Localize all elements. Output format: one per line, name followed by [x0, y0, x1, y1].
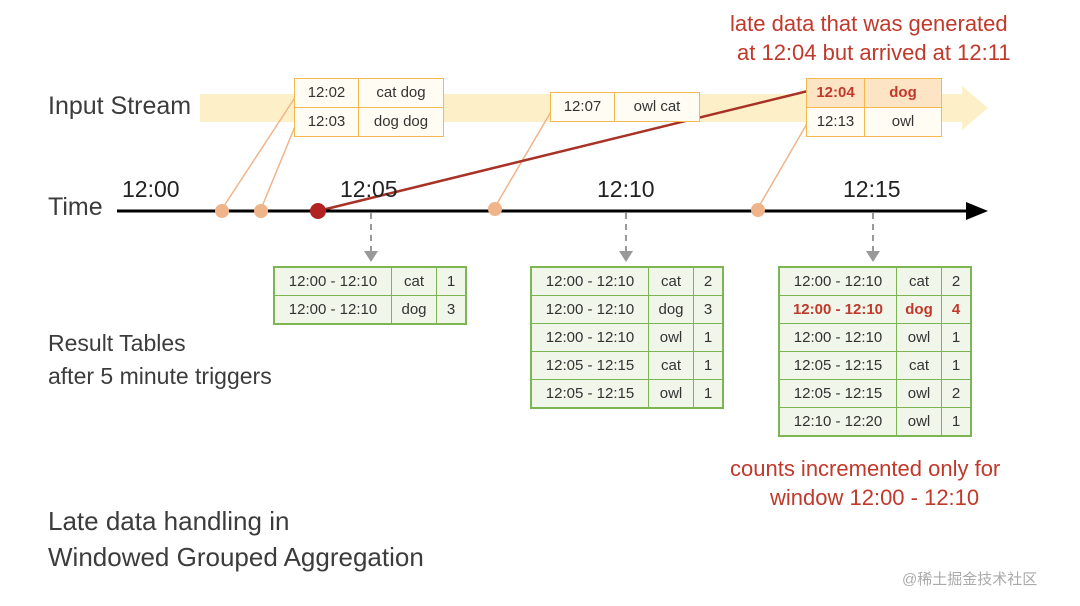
event-dot: [254, 204, 268, 218]
event-dot: [215, 204, 229, 218]
connector-line: [221, 95, 297, 210]
table-row: 12:00 - 12:10 cat 1: [273, 266, 467, 296]
word-cell: cat: [648, 266, 694, 296]
trigger-arrow: [364, 213, 378, 262]
late-data-note-line1: late data that was generated: [730, 11, 1008, 36]
event-words: owl: [891, 113, 915, 130]
late-event-words: dog: [865, 79, 941, 108]
count-cell: 1: [693, 351, 724, 380]
table-row: 12:00 - 12:10 owl 1: [530, 323, 724, 352]
table-row: 12:05 - 12:15 owl 1: [530, 379, 724, 409]
window-cell: 12:00 - 12:10: [273, 266, 392, 296]
input-event-box: 12:02 cat dog 12:03 dog dog: [294, 78, 444, 137]
watermark: @稀土掘金技术社区: [902, 571, 1038, 588]
result-table: 12:00 - 12:10 cat 2 12:00 - 12:10 dog 4 …: [778, 266, 972, 437]
word-cell: cat: [896, 266, 942, 296]
input-stream-label: Input Stream: [48, 92, 192, 120]
late-event-dot: [310, 203, 326, 219]
window-cell: 12:00 - 12:10: [778, 266, 897, 296]
window-cell: 12:05 - 12:15: [778, 379, 897, 408]
trigger-arrow: [866, 213, 880, 262]
tick-label: 12:05: [340, 176, 398, 202]
count-cell: 1: [693, 323, 724, 352]
word-cell: dog: [896, 295, 942, 324]
counts-note-line2: window 12:00 - 12:10: [770, 485, 980, 510]
window-cell: 12:00 - 12:10: [530, 295, 649, 324]
count-cell: 1: [693, 379, 724, 409]
table-row: 12:00 - 12:10 dog 3: [530, 295, 724, 324]
window-cell: 12:00 - 12:10: [530, 323, 649, 352]
input-event-box: 12:04 dog 12:13 owl: [806, 78, 942, 137]
connector-line: [757, 121, 809, 209]
window-cell: 12:05 - 12:15: [530, 379, 649, 409]
diagram-title-line1: Late data handling in: [48, 506, 290, 536]
result-table: 12:00 - 12:10 cat 1 12:00 - 12:10 dog 3: [273, 266, 467, 325]
word-cell: dog: [648, 295, 694, 324]
count-cell: 1: [436, 266, 467, 296]
table-row: 12:05 - 12:15 cat 1: [778, 351, 972, 380]
count-cell: 4: [941, 295, 972, 324]
trigger-arrow: [619, 213, 633, 262]
table-row: 12:00 - 12:10 dog 3: [273, 295, 467, 325]
window-cell: 12:00 - 12:10: [530, 266, 649, 296]
event-time: 12:02: [295, 79, 359, 108]
input-event-box: 12:07 owl cat: [550, 92, 700, 122]
tick-label: 12:10: [597, 176, 655, 202]
word-cell: owl: [648, 379, 694, 409]
word-cell: owl: [896, 407, 942, 437]
count-cell: 3: [693, 295, 724, 324]
event-time: 12:03: [295, 108, 359, 136]
late-data-note-line2: at 12:04 but arrived at 12:11: [737, 40, 1011, 65]
connector-line: [494, 109, 553, 208]
result-tables-label-line2: after 5 minute triggers: [48, 363, 272, 389]
tick-label: 12:15: [843, 176, 901, 202]
word-cell: owl: [896, 379, 942, 408]
connector-line: [260, 123, 297, 210]
word-cell: owl: [648, 323, 694, 352]
event-time: 12:13: [807, 108, 865, 136]
late-event-time: 12:04: [807, 79, 865, 108]
window-cell: 12:00 - 12:10: [273, 295, 392, 325]
table-row: 12:00 - 12:10 owl 1: [778, 323, 972, 352]
table-row: 12:05 - 12:15 owl 2: [778, 379, 972, 408]
count-cell: 1: [941, 323, 972, 352]
table-row-highlighted: 12:00 - 12:10 dog 4: [778, 295, 972, 324]
event-words: owl cat: [633, 98, 681, 115]
table-row: 12:05 - 12:15 cat 1: [530, 351, 724, 380]
event-time: 12:07: [551, 93, 615, 121]
diagram-title-line2: Windowed Grouped Aggregation: [48, 542, 424, 572]
window-cell: 12:05 - 12:15: [778, 351, 897, 380]
result-tables-label-line1: Result Tables: [48, 330, 186, 356]
time-label: Time: [48, 193, 103, 221]
count-cell: 1: [941, 407, 972, 437]
count-cell: 1: [941, 351, 972, 380]
window-cell: 12:05 - 12:15: [530, 351, 649, 380]
late-data-line: [317, 88, 813, 213]
table-row: 12:00 - 12:10 cat 2: [778, 266, 972, 296]
window-cell: 12:10 - 12:20: [778, 407, 897, 437]
count-cell: 2: [941, 266, 972, 296]
event-words: dog dog: [373, 113, 429, 130]
word-cell: cat: [896, 351, 942, 380]
time-axis: [117, 202, 988, 220]
event-dot: [488, 202, 502, 216]
count-cell: 2: [941, 379, 972, 408]
word-cell: dog: [391, 295, 437, 325]
word-cell: cat: [648, 351, 694, 380]
event-words: cat dog: [359, 79, 443, 108]
tick-label: 12:00: [122, 176, 180, 202]
count-cell: 3: [436, 295, 467, 325]
window-cell: 12:00 - 12:10: [778, 323, 897, 352]
window-cell: 12:00 - 12:10: [778, 295, 897, 324]
event-dot: [751, 203, 765, 217]
count-cell: 2: [693, 266, 724, 296]
word-cell: owl: [896, 323, 942, 352]
word-cell: cat: [391, 266, 437, 296]
counts-note-line1: counts incremented only for: [730, 456, 1001, 481]
table-row: 12:00 - 12:10 cat 2: [530, 266, 724, 296]
table-row: 12:10 - 12:20 owl 1: [778, 407, 972, 437]
result-table: 12:00 - 12:10 cat 2 12:00 - 12:10 dog 3 …: [530, 266, 724, 409]
